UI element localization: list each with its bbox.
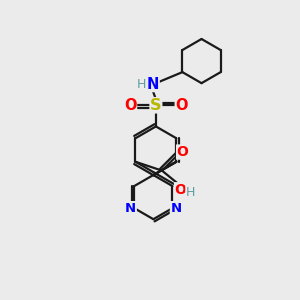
Text: N: N [147, 76, 159, 92]
Text: O: O [175, 183, 187, 197]
Text: S: S [150, 98, 162, 113]
Text: N: N [170, 202, 182, 215]
Text: O: O [177, 145, 188, 159]
Text: H: H [136, 77, 146, 91]
Text: O: O [124, 98, 136, 113]
Text: O: O [175, 98, 188, 113]
Text: H: H [186, 186, 195, 199]
Text: N: N [125, 202, 136, 215]
